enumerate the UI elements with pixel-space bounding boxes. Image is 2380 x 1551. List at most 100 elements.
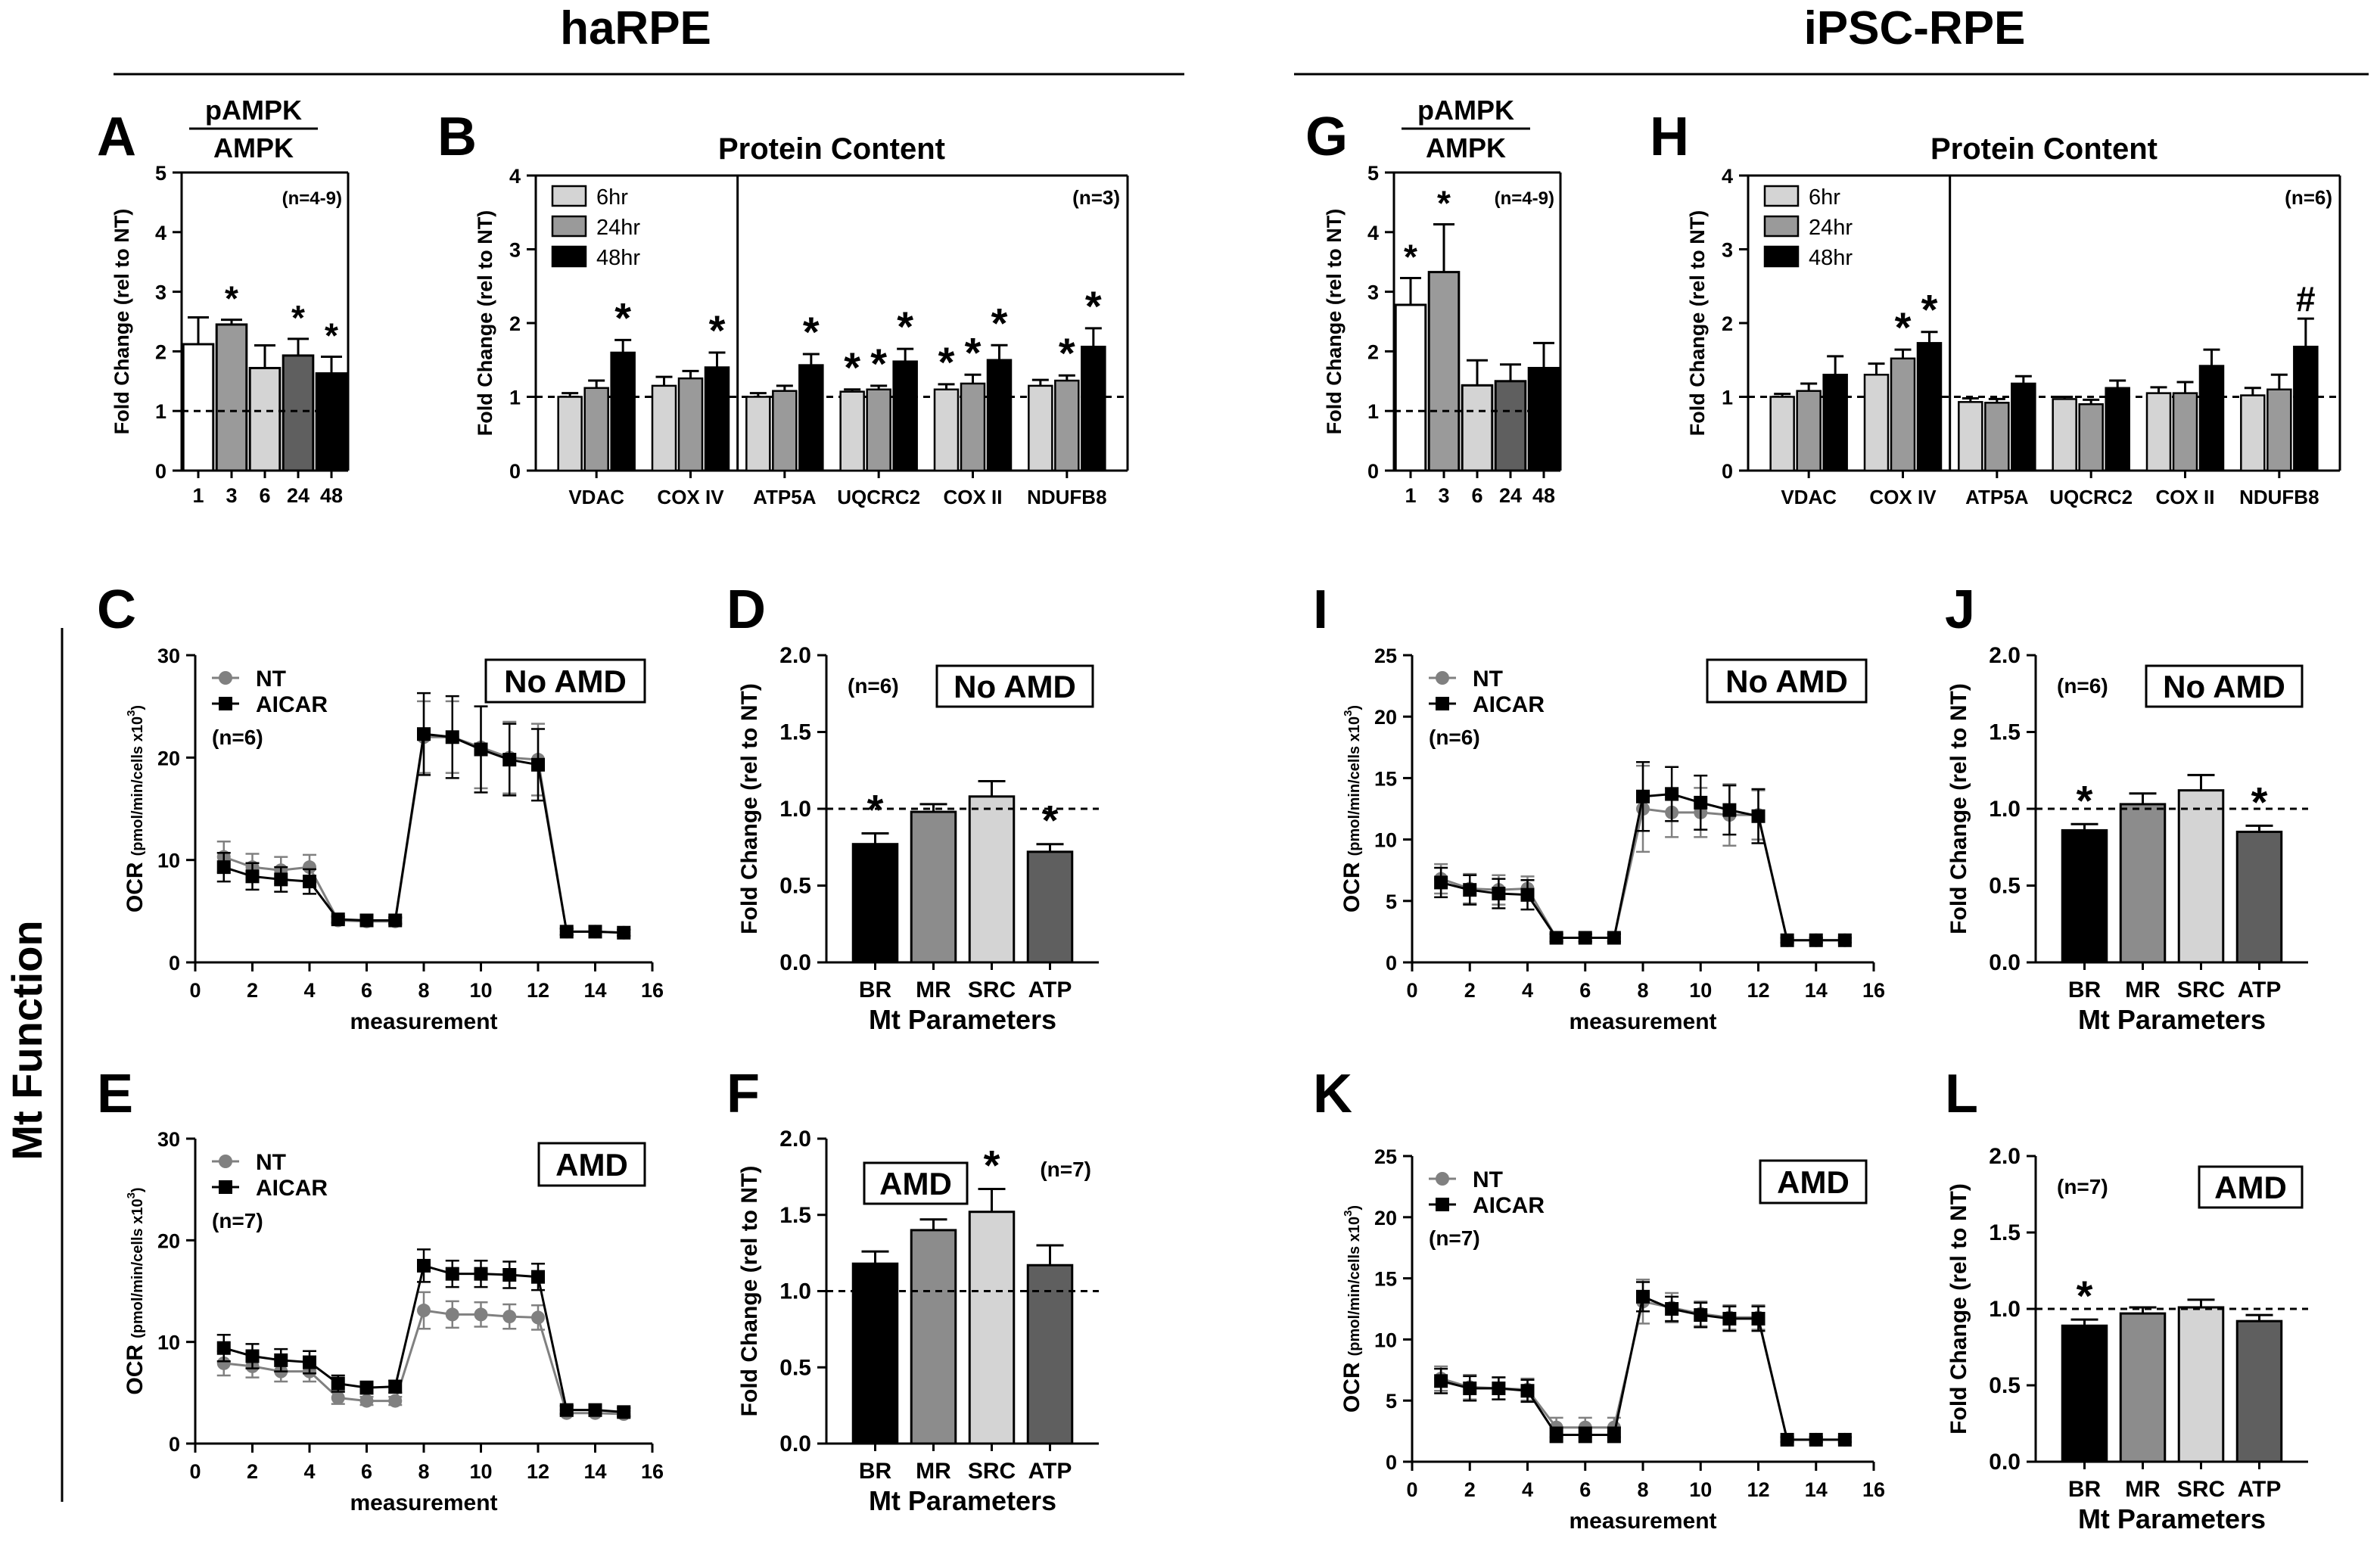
chart-title: Protein Content	[1930, 132, 2158, 166]
bar	[933, 388, 960, 472]
x-tick-label: 3	[226, 484, 237, 507]
panel-letter: F	[726, 1064, 760, 1124]
x-tick-label: 6	[1579, 1478, 1591, 1501]
x-tick-label: 16	[641, 979, 664, 1002]
ratio-denominator: AMPK	[213, 132, 294, 163]
data-point	[388, 913, 403, 928]
data-point	[617, 925, 631, 940]
bar	[1054, 379, 1080, 472]
x-tick-label: SRC	[968, 978, 1016, 1002]
legend-marker	[219, 697, 232, 710]
y-axis-label-units: (pmol/min/cells x10	[129, 716, 146, 856]
data-point	[331, 912, 345, 927]
bar	[1984, 402, 2010, 472]
x-tick-label: 6	[1471, 484, 1482, 507]
bar	[1527, 366, 1560, 472]
x-tick-label: SRC	[2177, 1477, 2225, 1502]
x-axis-label: Mt Parameters	[869, 1485, 1056, 1516]
y-tick-label: 25	[1374, 645, 1397, 667]
x-tick-label: 8	[418, 979, 429, 1002]
bar	[215, 323, 248, 472]
bar	[839, 390, 865, 472]
x-tick-label: 0	[189, 979, 201, 1002]
condition-label: AMD	[2214, 1170, 2287, 1205]
y-axis-label: Fold Change (rel to NT)	[1323, 209, 1346, 434]
y-axis-label: Fold Change (rel to NT)	[1946, 683, 1971, 934]
y-tick-label: 5	[1386, 1390, 1397, 1413]
bar	[986, 359, 1013, 472]
panel-letter: G	[1305, 107, 1348, 167]
significance-marker: *	[2251, 778, 2268, 825]
y-tick-label: 0.0	[779, 1431, 811, 1456]
bar	[248, 366, 282, 472]
condition-box	[1706, 658, 1868, 704]
y-tick-label: 1.5	[1989, 1220, 2021, 1245]
data-point	[588, 1403, 602, 1417]
data-point	[531, 1310, 545, 1325]
x-tick-label: UQCRC2	[2049, 486, 2133, 508]
significance-marker: *	[1404, 237, 1417, 276]
bar	[2105, 387, 2130, 472]
panel-B: B 0 1 2 3 4 Fold Change (rel to NT) Protein Con…	[437, 107, 1129, 508]
y-tick-label: 2	[1722, 312, 1733, 335]
x-tick-label: 0	[189, 1460, 201, 1483]
x-axis-label: measurement	[350, 1009, 497, 1034]
data-point	[1434, 1374, 1448, 1388]
y-tick-label: 30	[157, 1128, 180, 1151]
y-tick-label: 5	[155, 162, 166, 185]
x-axis-label: Mt Parameters	[2078, 1004, 2266, 1035]
data-point	[1463, 1382, 1477, 1396]
x-tick-label: 3	[1438, 484, 1449, 507]
bar	[2235, 1319, 2283, 1463]
bar	[557, 396, 583, 472]
data-point	[559, 925, 574, 939]
y-tick-label: 10	[157, 1332, 180, 1354]
sample-size: (n=6)	[848, 674, 899, 698]
x-tick-label: 16	[1862, 1478, 1885, 1501]
sample-size: (n=6)	[2057, 674, 2108, 698]
significance-marker: *	[709, 306, 726, 354]
y-tick-label: 1.0	[1989, 797, 2021, 822]
y-axis-label-units: (pmol/min/cells x10	[1346, 1217, 1363, 1357]
data-point	[245, 1349, 260, 1363]
condition-label: AMD	[555, 1147, 628, 1183]
y-tick-label: 4	[1367, 222, 1379, 244]
data-point	[1809, 1432, 1823, 1447]
bar	[1427, 271, 1461, 472]
x-tick-label: 10	[1689, 1478, 1712, 1501]
x-tick-label: 6	[361, 979, 372, 1002]
data-point	[388, 1394, 403, 1408]
bar	[704, 366, 730, 472]
x-tick-label: 16	[641, 1460, 664, 1483]
x-tick-label: 2	[247, 1460, 258, 1483]
condition-label: No AMD	[1725, 664, 1848, 699]
panel-letter: H	[1650, 107, 1689, 167]
y-tick-label: 10	[1374, 829, 1397, 852]
y-tick-label: 25	[1374, 1145, 1397, 1168]
y-axis-label-sup: 3	[125, 710, 138, 716]
x-tick-label: ATP	[1028, 978, 1072, 1002]
panel-letter: E	[97, 1064, 133, 1124]
bar	[910, 1229, 957, 1445]
y-tick-label: 4	[1722, 165, 1733, 188]
x-tick-label: 16	[1862, 979, 1885, 1002]
legend-marker	[1436, 1172, 1449, 1186]
sample-size: (n=7)	[1429, 1226, 1480, 1250]
y-tick-label: 5	[1386, 891, 1397, 913]
condition-box	[863, 1161, 969, 1205]
significance-marker: *	[844, 343, 860, 391]
significance-marker: *	[870, 340, 887, 387]
bar	[1026, 850, 1074, 964]
y-tick-label: 1.5	[779, 720, 811, 745]
legend-label: AICAR	[256, 1176, 328, 1201]
legend-label: NT	[1473, 667, 1503, 692]
header-left: haRPE	[560, 2, 711, 54]
y-axis-label-close: )	[1346, 1205, 1363, 1211]
panel-letter: B	[437, 107, 477, 167]
y-axis-label: OCR (pmol/min/cells x103)	[1339, 1205, 1364, 1413]
x-tick-label: 2	[1464, 1478, 1476, 1501]
bar	[583, 387, 609, 472]
bar	[960, 382, 986, 472]
y-tick-label: 0.5	[1989, 1373, 2021, 1398]
x-tick-label: SRC	[2177, 978, 2225, 1002]
